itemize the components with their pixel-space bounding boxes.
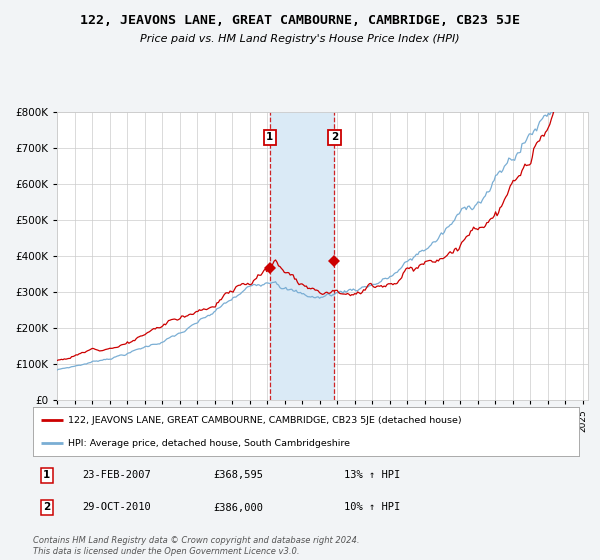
Text: 13% ↑ HPI: 13% ↑ HPI bbox=[344, 470, 400, 480]
Text: 29-OCT-2010: 29-OCT-2010 bbox=[82, 502, 151, 512]
Text: £368,595: £368,595 bbox=[213, 470, 263, 480]
Text: 2: 2 bbox=[43, 502, 50, 512]
Text: 122, JEAVONS LANE, GREAT CAMBOURNE, CAMBRIDGE, CB23 5JE: 122, JEAVONS LANE, GREAT CAMBOURNE, CAMB… bbox=[80, 14, 520, 27]
Text: 122, JEAVONS LANE, GREAT CAMBOURNE, CAMBRIDGE, CB23 5JE (detached house): 122, JEAVONS LANE, GREAT CAMBOURNE, CAMB… bbox=[68, 416, 462, 425]
Text: HPI: Average price, detached house, South Cambridgeshire: HPI: Average price, detached house, Sout… bbox=[68, 438, 350, 447]
Text: 2: 2 bbox=[331, 132, 338, 142]
Text: 10% ↑ HPI: 10% ↑ HPI bbox=[344, 502, 400, 512]
Text: Contains HM Land Registry data © Crown copyright and database right 2024.
This d: Contains HM Land Registry data © Crown c… bbox=[33, 536, 359, 556]
Text: 1: 1 bbox=[266, 132, 274, 142]
Text: 1: 1 bbox=[43, 470, 50, 480]
Text: £386,000: £386,000 bbox=[213, 502, 263, 512]
Bar bbox=[270, 112, 334, 400]
Text: 23-FEB-2007: 23-FEB-2007 bbox=[82, 470, 151, 480]
Text: Price paid vs. HM Land Registry's House Price Index (HPI): Price paid vs. HM Land Registry's House … bbox=[140, 34, 460, 44]
